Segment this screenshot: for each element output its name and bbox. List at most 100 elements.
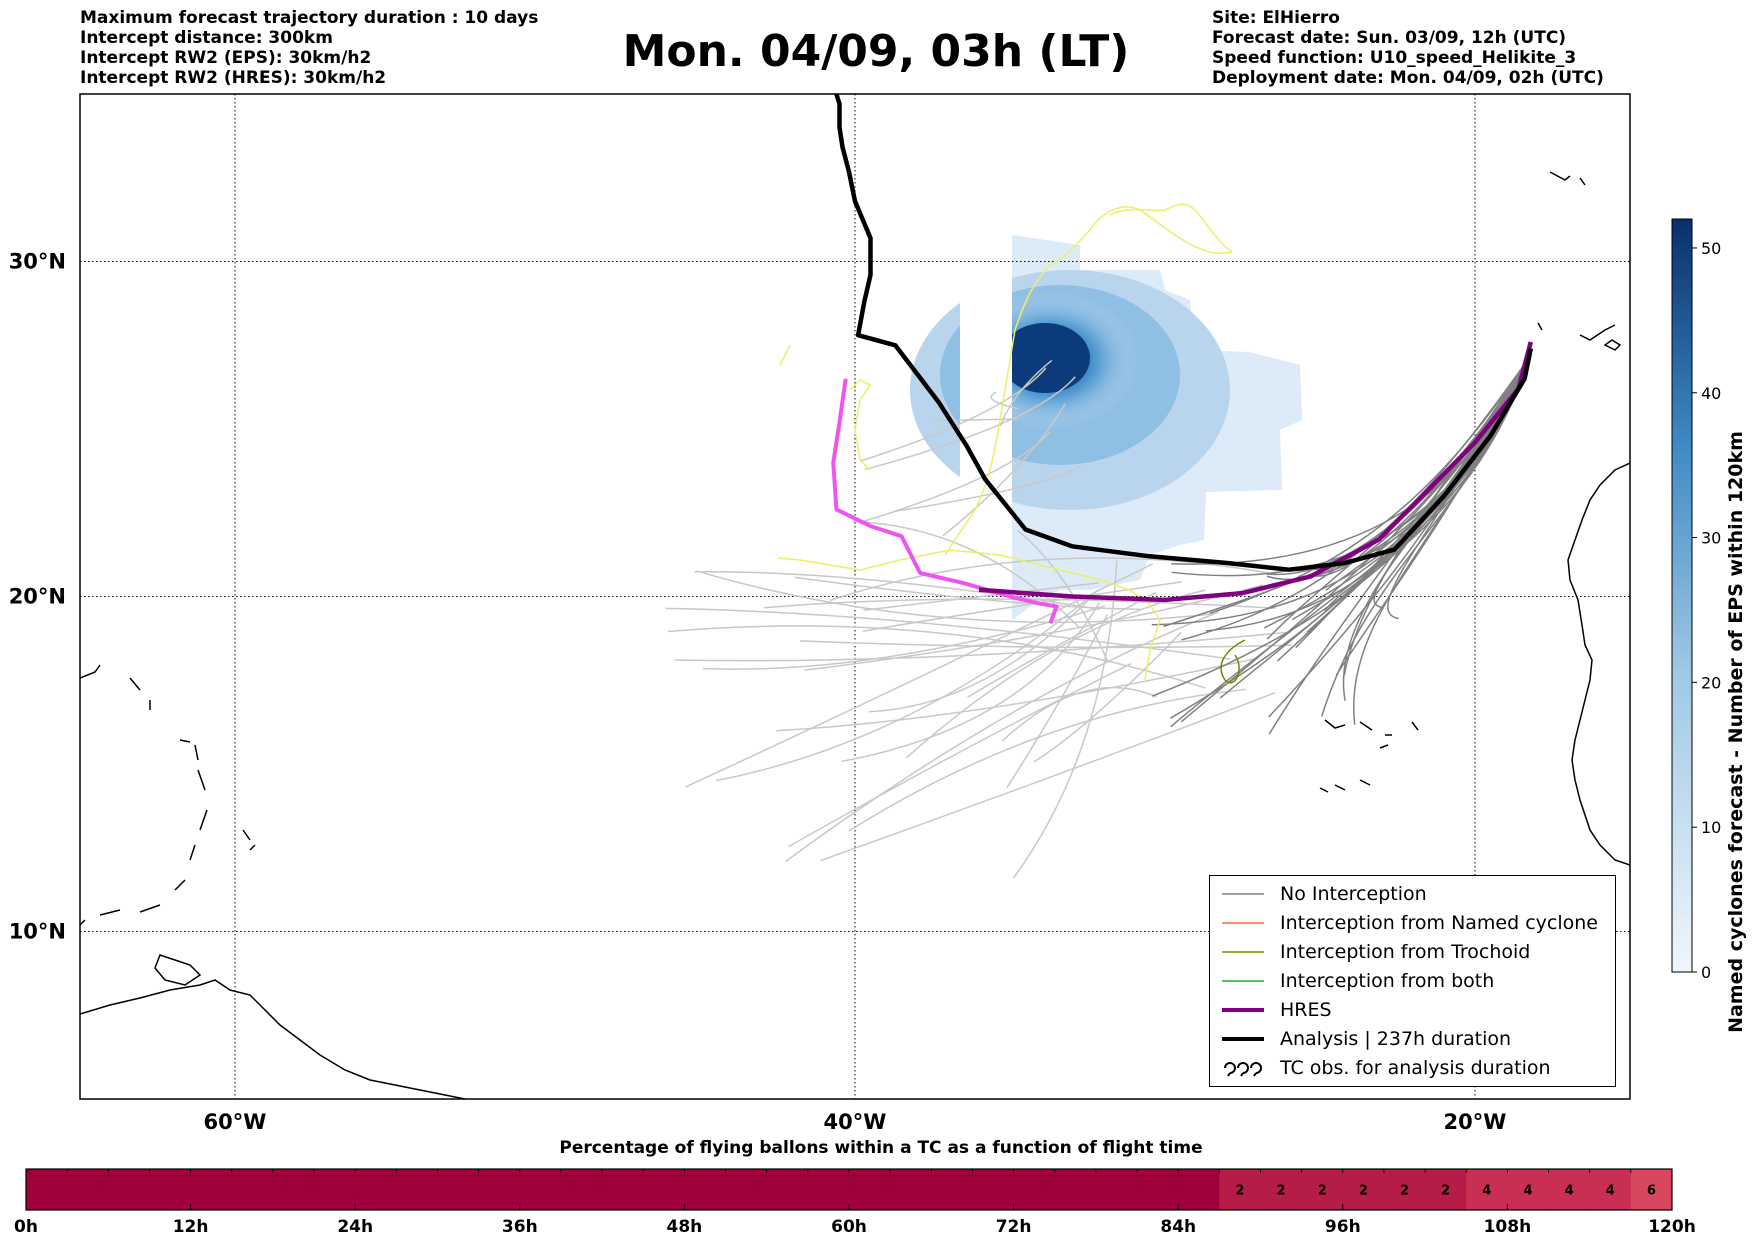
tc-bar-cell <box>1219 1169 1261 1210</box>
header-right-line: Site: ElHierro <box>1212 8 1340 28</box>
eps-track <box>868 595 1094 713</box>
legend-swatch-no-interception <box>1222 893 1264 895</box>
tc-bar-tick-label: 108h <box>1484 1217 1532 1237</box>
tc-bar-cell <box>1301 1169 1344 1210</box>
tc-bar-cell <box>1342 1169 1385 1210</box>
legend-label: TC obs. for analysis duration <box>1280 1057 1551 1079</box>
trochoid-track <box>1220 639 1246 684</box>
tc-bar-cell <box>519 1169 562 1210</box>
eps-track <box>1266 354 1532 640</box>
tc-bar-cell <box>807 1169 850 1210</box>
tc-bar-cell <box>643 1169 685 1210</box>
tc-bar-tick-label: 48h <box>667 1217 703 1237</box>
eps-track <box>785 611 1219 863</box>
colorbar-tick-label: 30 <box>1701 529 1721 548</box>
eps-track <box>862 581 1182 632</box>
legend-label: HRES <box>1280 999 1332 1021</box>
eps-track <box>1006 614 1108 788</box>
tc-bar-cell <box>314 1169 356 1210</box>
eps-track <box>848 688 1246 832</box>
tc-obs-track <box>831 378 1059 624</box>
eps-track <box>794 576 1141 611</box>
eps-track <box>702 605 1106 670</box>
tc-bar-cell <box>437 1169 480 1210</box>
tc-bar-cell <box>355 1169 397 1210</box>
map-tick-labels: 60°W 40°W 20°W 10°N 20°N 30°N <box>9 250 1507 1135</box>
yellow-track <box>779 344 872 471</box>
tc-bar-cell <box>1054 1169 1097 1210</box>
tc-bar-cell <box>396 1169 438 1210</box>
legend-label: Analysis | 237h duration <box>1280 1028 1512 1050</box>
coastline-south-america <box>80 979 466 1099</box>
tc-bar-cell-label: 4 <box>1565 1184 1574 1199</box>
legend-swatch-tc-obs-icon <box>1224 1062 1262 1077</box>
eps-track <box>665 607 1231 660</box>
header-right-line: Speed function: U10_speed_Helikite_3 <box>1212 48 1577 68</box>
density-colorbar: 0 10 20 30 40 50 <box>1671 218 1721 982</box>
header-left-line: Maximum forecast trajectory duration : 1… <box>80 8 539 28</box>
tc-bar-tick-label: 60h <box>831 1217 867 1237</box>
tc-bar-cell <box>1466 1169 1508 1210</box>
tc-bar-tick-label: 12h <box>173 1217 209 1237</box>
eps-track <box>1291 355 1532 621</box>
tc-bar-tick-label: 24h <box>337 1217 373 1237</box>
eps-track <box>764 598 1276 609</box>
tc-bar-cell-label: 4 <box>1482 1184 1491 1199</box>
legend-label: Interception from Named cyclone <box>1280 912 1598 934</box>
header-right-line: Deployment date: Mon. 04/09, 02h (UTC) <box>1212 68 1604 88</box>
tc-bar-cell <box>766 1169 809 1210</box>
tc-bar-cell <box>1137 1169 1179 1210</box>
tc-bar-tick-label: 120h <box>1648 1217 1696 1237</box>
tc-bar-tick-label: 96h <box>1325 1217 1361 1237</box>
lon-tick-label: 40°W <box>824 1110 887 1134</box>
coastline-cape-verde <box>1319 719 1419 793</box>
tc-bar-cell-label: 2 <box>1277 1184 1286 1199</box>
tc-bar-cell <box>684 1169 727 1210</box>
eps-track <box>694 570 1100 611</box>
tc-bar-cell-label: 6 <box>1647 1184 1656 1199</box>
colorbar-tick-label: 20 <box>1701 673 1721 692</box>
tc-bar-cell <box>931 1169 973 1210</box>
density-peak <box>1000 323 1090 393</box>
legend-label: Interception from both <box>1280 970 1495 992</box>
eps-track <box>859 367 1047 462</box>
tc-bar-tick-label: 84h <box>1160 1217 1196 1237</box>
colorbar-tick-label: 0 <box>1701 963 1711 982</box>
eps-track <box>1312 354 1532 577</box>
lat-tick-label: 20°N <box>9 585 66 609</box>
tc-bar-cell-label: 2 <box>1400 1184 1409 1199</box>
tc-percentage-bar: 2 2 2 2 2 2 4 4 4 4 60h 12h 24h 36h 48h 60h 72h 84h 96h 108… <box>14 1168 1696 1237</box>
tc-bar-cell <box>272 1169 315 1210</box>
colorbar-tick-label: 40 <box>1701 384 1721 403</box>
tc-bar-cell <box>1178 1169 1220 1210</box>
tc-bar-cell <box>1260 1169 1303 1210</box>
tc-bar-cell <box>1095 1169 1138 1210</box>
tc-bar-cell <box>190 1169 233 1210</box>
tc-bar-cell <box>1013 1169 1056 1210</box>
eps-track <box>852 520 1081 629</box>
yellow-track <box>1109 203 1233 253</box>
tc-bar-cell <box>478 1169 521 1210</box>
legend-swatch-analysis <box>1222 1037 1264 1041</box>
eps-track <box>716 588 1100 782</box>
colorbar-label: Named cyclones forecast - Number of EPS … <box>1725 431 1747 1033</box>
tc-bar-cell <box>1425 1169 1467 1210</box>
header-left-line: Intercept RW2 (HRES): 30km/h2 <box>80 68 387 88</box>
yellow-track <box>777 549 1161 681</box>
eps-track <box>896 465 1081 512</box>
tc-bar-tick-label: 0h <box>14 1217 38 1237</box>
tc-bar-cell <box>1630 1169 1673 1210</box>
tc-bar-cell-label: 4 <box>1606 1184 1615 1199</box>
tc-bar-cell-label: 2 <box>1235 1184 1244 1199</box>
colorbar-fill <box>1671 218 1693 973</box>
analysis-track <box>834 94 1534 572</box>
colorbar-ticks: 0 10 20 30 40 50 <box>1692 239 1721 982</box>
coastline-trinidad <box>154 954 202 986</box>
eps-track <box>1264 354 1532 576</box>
lon-tick-label: 20°W <box>1444 1110 1507 1134</box>
coastlines <box>80 171 1630 1099</box>
tc-bar-cell <box>1383 1169 1426 1210</box>
tc-bar-cell-label: 4 <box>1523 1184 1532 1199</box>
legend-swatch-trochoid <box>1222 951 1264 953</box>
tc-bar-cell <box>602 1169 644 1210</box>
